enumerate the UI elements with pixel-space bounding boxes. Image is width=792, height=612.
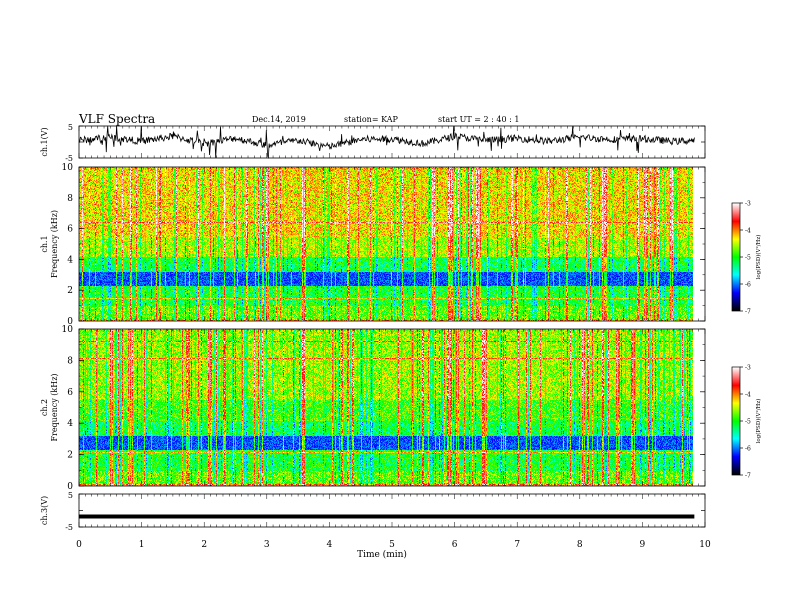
- y-tick-label: -5: [65, 154, 73, 163]
- ch2-spectrogram-ylabel: Frequency (kHz): [50, 373, 59, 441]
- colorbar-tick-label: -6: [745, 446, 751, 453]
- ch1-spectrogram-ylabel: Frequency (kHz): [50, 210, 59, 278]
- station-label: station= KAP: [344, 115, 398, 124]
- x-tick-label: 10: [699, 540, 711, 550]
- y-tick-label: 5: [68, 491, 73, 500]
- colorbar-label: log(PSD)(V²/Hz): [755, 399, 762, 444]
- colorbar-tick-label: -4: [745, 392, 751, 399]
- colorbar-tick-label: -3: [745, 365, 751, 372]
- x-tick-label: 1: [139, 540, 145, 550]
- y-tick-label: 6: [67, 388, 73, 398]
- ch1-spectrogram-ylabel: ch.1: [40, 235, 49, 252]
- x-tick-label: 5: [389, 540, 395, 550]
- y-tick-label: -5: [65, 523, 73, 532]
- colorbar-frame: [731, 202, 741, 312]
- y-tick-label: 10: [62, 325, 74, 335]
- x-tick-label: 0: [76, 540, 82, 550]
- start-time-label: start UT = 2 : 40 : 1: [438, 115, 520, 124]
- x-axis-label: Time (min): [357, 549, 407, 560]
- ch1-spectrogram-frame: [78, 166, 706, 322]
- x-tick-label: 6: [452, 540, 458, 550]
- colorbar-tick-label: -3: [745, 201, 751, 208]
- ch3-voltage-ylabel: ch.3(V): [40, 496, 49, 525]
- ch2-colorbar: [732, 367, 740, 475]
- colorbar-tick-label: -7: [745, 309, 751, 316]
- y-tick-label: 2: [67, 286, 73, 296]
- ch1-colorbar: [732, 203, 740, 311]
- x-tick-label: 7: [514, 540, 520, 550]
- x-tick-label: 3: [264, 540, 270, 550]
- y-tick-label: 0: [67, 482, 73, 492]
- y-tick-label: 10: [62, 163, 74, 173]
- y-tick-label: 5: [68, 123, 73, 132]
- colorbar-tick-label: -5: [745, 419, 751, 426]
- date-label: Dec.14, 2019: [252, 115, 306, 124]
- ch2-spectrogram-frame: [78, 328, 706, 487]
- y-tick-label: 4: [67, 419, 73, 429]
- x-tick-label: 8: [577, 540, 583, 550]
- y-tick-label: 8: [67, 194, 73, 204]
- ch2-spectrogram: [79, 329, 693, 486]
- ch1-voltage-trace: [78, 126, 695, 159]
- y-tick-label: 0: [67, 317, 73, 327]
- figure-title: VLF Spectra: [79, 112, 156, 126]
- colorbar-tick-label: -4: [745, 228, 751, 235]
- colorbar-label: log(PSD)(V²/Hz): [755, 235, 762, 280]
- ch2-spectrogram-ylabel: ch.2: [40, 399, 49, 416]
- x-tick-label: 4: [327, 540, 333, 550]
- colorbar-tick-label: -7: [745, 473, 751, 480]
- colorbar-tick-label: -6: [745, 282, 751, 289]
- colorbar-frame: [731, 366, 741, 476]
- y-tick-label: 2: [67, 451, 73, 461]
- x-tick-label: 2: [201, 540, 207, 550]
- colorbar-tick-label: -5: [745, 255, 751, 262]
- y-tick-label: 8: [67, 356, 73, 366]
- ch1-voltage-ylabel: ch.1(V): [40, 127, 49, 156]
- x-tick-label: 9: [640, 540, 646, 550]
- ch1-spectrogram: [79, 167, 693, 321]
- y-tick-label: 4: [67, 255, 73, 265]
- y-tick-label: 6: [67, 225, 73, 235]
